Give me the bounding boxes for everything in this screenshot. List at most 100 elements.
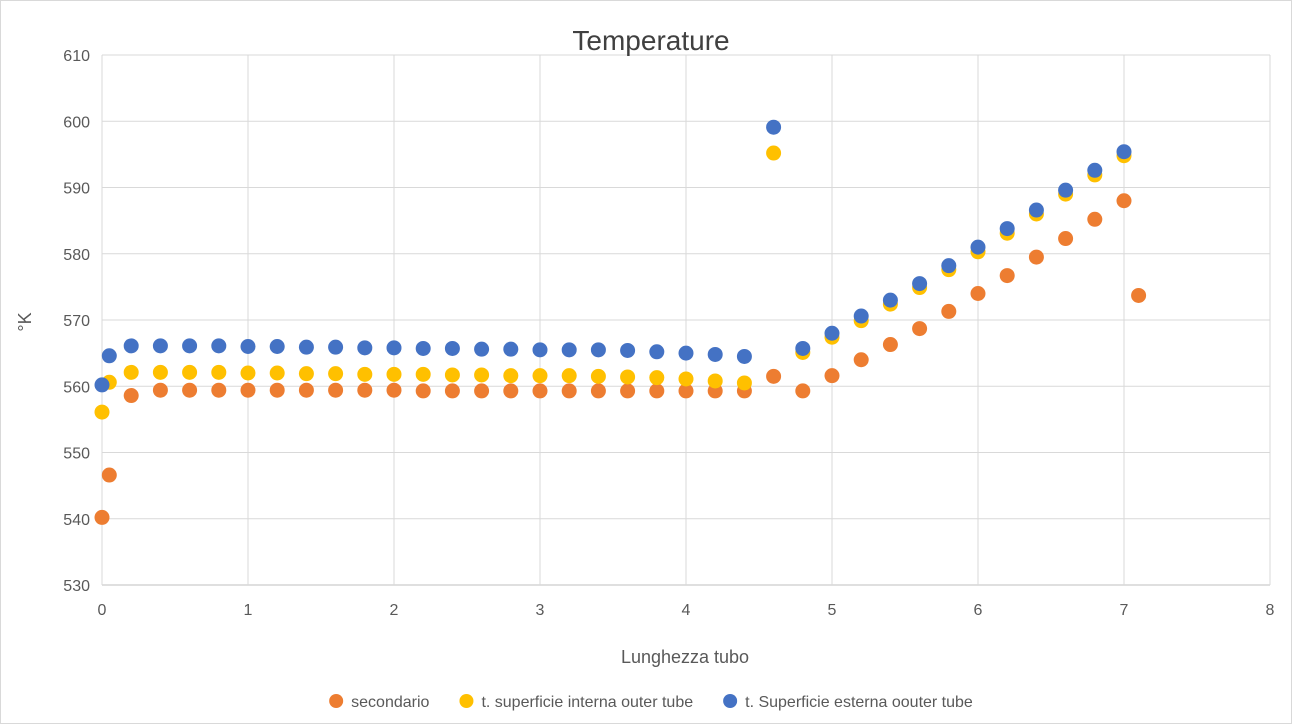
data-point — [941, 258, 957, 274]
data-point — [503, 368, 519, 384]
data-point — [853, 352, 869, 368]
data-point — [328, 366, 344, 382]
data-point — [269, 339, 285, 354]
data-point — [298, 339, 314, 355]
data-point — [561, 383, 577, 399]
data-point — [1116, 144, 1132, 160]
data-point — [561, 368, 577, 384]
data-point — [357, 366, 373, 382]
data-point — [649, 383, 665, 399]
data-point — [532, 368, 548, 384]
data-point — [182, 364, 198, 380]
y-tick-label: 590 — [63, 181, 90, 198]
data-point — [269, 365, 285, 381]
data-point — [912, 321, 928, 337]
data-point — [649, 344, 665, 360]
data-point — [211, 364, 227, 380]
data-point — [766, 368, 782, 384]
data-point — [707, 346, 723, 362]
legend-item-3: t. Superficie esterna oouter tube — [723, 694, 973, 711]
axes: 530 540 550 560 570 580 590 600 610 0 1 2 3 4 5 6 7 8 — [63, 48, 1274, 619]
y-tick-label: 570 — [63, 313, 90, 330]
data-point — [999, 268, 1015, 284]
x-tick-label: 0 — [98, 602, 107, 619]
data-point — [970, 239, 986, 255]
data-point — [590, 383, 606, 399]
data-point — [1058, 231, 1074, 247]
x-tick-label: 1 — [244, 602, 253, 619]
data-point — [503, 341, 519, 357]
y-axis-title: °K — [15, 312, 35, 331]
data-point — [824, 325, 840, 341]
data-point — [415, 340, 431, 356]
data-point — [328, 382, 344, 398]
x-tick-label: 2 — [390, 602, 399, 619]
y-tick-label: 580 — [63, 247, 90, 264]
legend-label: secondario — [351, 694, 429, 711]
series-1 — [94, 193, 1147, 525]
x-tick-label: 3 — [536, 602, 545, 619]
y-tick-label: 540 — [63, 512, 90, 529]
data-point — [736, 348, 752, 364]
legend-item-1: secondario — [329, 694, 430, 711]
legend: secondario t. superficie interna outer tu… — [329, 694, 973, 711]
data-point — [678, 345, 694, 361]
data-point — [415, 383, 431, 399]
data-point — [269, 382, 285, 398]
data-point — [590, 368, 606, 384]
data-point — [94, 509, 110, 525]
data-point — [182, 338, 198, 354]
data-point — [357, 382, 373, 398]
y-tick-label: 550 — [63, 446, 90, 463]
data-point — [999, 221, 1015, 237]
data-point — [1131, 287, 1147, 303]
data-point — [649, 370, 665, 386]
data-point — [1116, 193, 1132, 209]
data-point — [94, 377, 110, 393]
data-point — [532, 383, 548, 399]
data-point — [561, 342, 577, 358]
data-series — [94, 119, 1147, 525]
data-point — [795, 340, 811, 356]
data-point — [298, 382, 314, 398]
data-point — [474, 367, 490, 383]
data-point — [211, 338, 227, 354]
data-point — [444, 340, 460, 356]
data-point — [620, 369, 636, 385]
data-point — [474, 341, 490, 357]
data-point — [678, 371, 694, 387]
data-point — [152, 364, 168, 380]
data-point — [824, 368, 840, 384]
data-point — [94, 404, 110, 420]
data-point — [882, 337, 898, 353]
data-point — [386, 382, 402, 398]
data-point — [853, 308, 869, 324]
legend-label: t. superficie interna outer tube — [481, 694, 693, 711]
legend-marker — [329, 694, 344, 708]
data-point — [1028, 202, 1044, 218]
data-point — [912, 276, 928, 292]
data-point — [328, 339, 344, 355]
data-point — [1028, 249, 1044, 265]
data-point — [357, 340, 373, 356]
data-point — [386, 340, 402, 356]
legend-item-2: t. superficie interna outer tube — [459, 694, 693, 711]
data-point — [152, 382, 168, 398]
x-tick-label: 8 — [1266, 602, 1275, 619]
data-point — [101, 467, 117, 483]
data-point — [240, 382, 256, 398]
data-point — [766, 145, 782, 161]
data-point — [766, 119, 782, 135]
data-point — [678, 383, 694, 399]
data-point — [444, 367, 460, 383]
legend-marker — [459, 694, 474, 708]
data-point — [941, 303, 957, 319]
data-point — [444, 383, 460, 399]
data-point — [736, 375, 752, 391]
legend-label: t. Superficie esterna oouter tube — [745, 694, 973, 711]
y-tick-label: 560 — [63, 379, 90, 396]
data-point — [415, 366, 431, 382]
data-point — [620, 383, 636, 399]
